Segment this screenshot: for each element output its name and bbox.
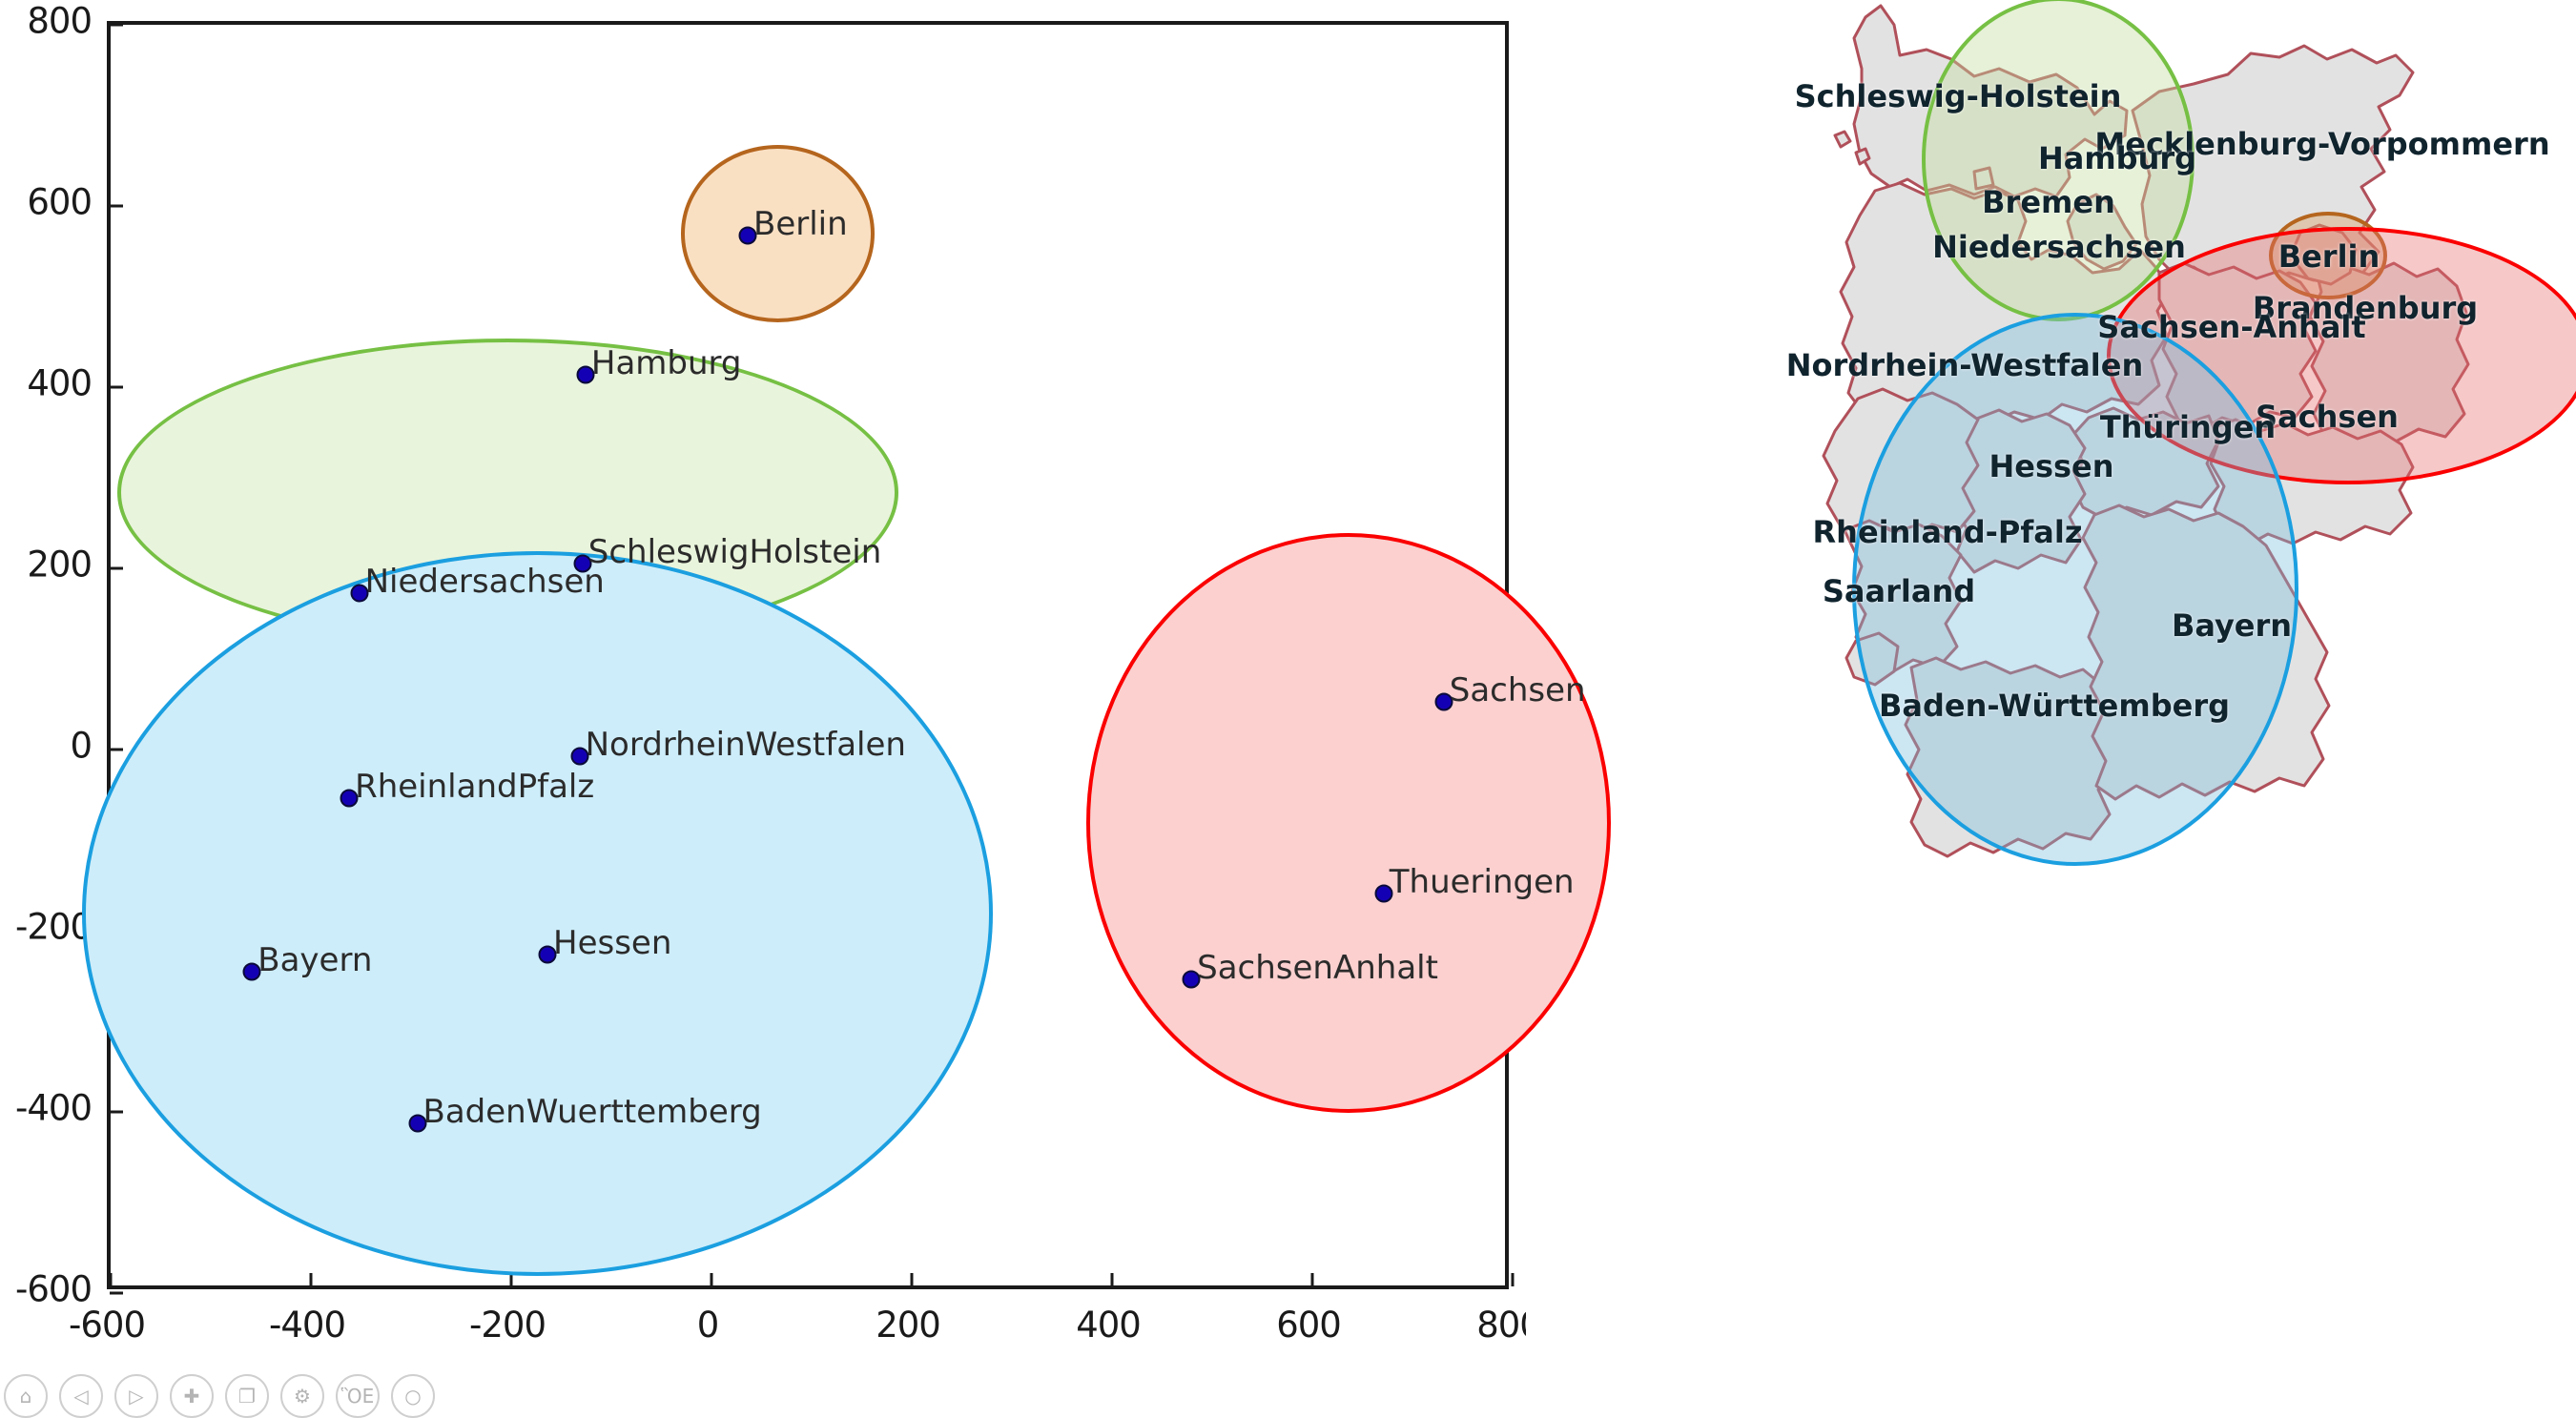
save-button[interactable]: ὋE xyxy=(336,1374,380,1418)
back-arrow-button[interactable]: ◁ xyxy=(59,1374,103,1418)
map-label-schleswig-holstein: Schleswig-Holstein xyxy=(1794,78,2122,114)
forward-arrow-icon: ▷ xyxy=(129,1385,144,1408)
extra-icon: ○ xyxy=(404,1385,422,1408)
map-label-thueringen: Thüringen xyxy=(2099,409,2277,445)
x-tick-label: -600 xyxy=(69,1305,146,1346)
map-label-niedersachsen: Niedersachsen xyxy=(1932,229,2186,265)
x-tick-label: -200 xyxy=(469,1305,546,1346)
data-point-label-niedersachsen: Niedersachsen xyxy=(364,563,605,602)
data-point-hamburg[interactable] xyxy=(576,365,595,383)
y-tick-label: -600 xyxy=(15,1268,93,1310)
y-tick-label: 200 xyxy=(27,544,93,586)
data-point-label-thueringen: Thueringen xyxy=(1389,862,1575,901)
zoom-rect-icon: ❐ xyxy=(238,1385,256,1408)
y-tick-mark xyxy=(110,23,123,27)
map-label-berlin: Berlin xyxy=(2277,238,2380,275)
x-tick-label: 600 xyxy=(1276,1305,1342,1346)
north-cluster-ellipse xyxy=(1922,0,2195,321)
pan-button[interactable]: ✚ xyxy=(170,1374,214,1418)
southwest-cluster-ellipse xyxy=(1852,313,2298,866)
map-label-brandenburg: Brandenburg xyxy=(2252,290,2479,326)
y-tick-mark xyxy=(110,204,123,208)
data-point-schleswigholstein[interactable] xyxy=(573,554,592,573)
data-point-berlin[interactable] xyxy=(738,226,757,245)
x-tick-label: 400 xyxy=(1076,1305,1142,1346)
data-point-badenwuerttemberg[interactable] xyxy=(408,1114,426,1133)
data-point-bayern[interactable] xyxy=(242,962,261,981)
cluster-scatter-plot: Berlin Hamburg SchleswigHolstein Niedersach… xyxy=(15,0,1612,1346)
y-tick-label: 800 xyxy=(27,0,93,42)
data-point-label-berlin: Berlin xyxy=(753,205,848,244)
x-tick-label: 0 xyxy=(696,1305,720,1346)
extra-button[interactable]: ○ xyxy=(391,1374,435,1418)
data-point-label-schleswigholstein: SchleswigHolstein xyxy=(587,533,882,572)
configure-icon: ⚙ xyxy=(294,1385,311,1408)
data-point-hessen[interactable] xyxy=(538,945,557,964)
map-label-sachsen-anhalt: Sachsen-Anhalt xyxy=(2097,309,2366,345)
data-point-thueringen[interactable] xyxy=(1374,884,1393,903)
x-tick-mark xyxy=(109,1273,113,1286)
forward-arrow-button[interactable]: ▷ xyxy=(114,1374,158,1418)
map-label-saarland: Saarland xyxy=(1822,573,1976,609)
state-islets-1 xyxy=(1833,130,1852,149)
y-tick-label: -400 xyxy=(15,1087,93,1129)
data-point-sachsen[interactable] xyxy=(1434,692,1453,711)
map-label-hessen: Hessen xyxy=(1989,448,2114,484)
map-label-nordrhein-westfalen: Nordrhein-Westfalen xyxy=(1785,347,2144,383)
y-tick-mark xyxy=(110,748,123,751)
data-point-label-rheinlandpfalz: RheinlandPfalz xyxy=(355,768,595,807)
plot-content-layer: Berlin Hamburg SchleswigHolstein Niedersach… xyxy=(15,0,1612,1346)
matplotlib-toolbar[interactable]: ⌂ ◁ ▷ ✚ ❐ ⚙ ὋE ○ xyxy=(0,1374,458,1418)
data-point-label-badenwuerttemberg: BadenWuerttemberg xyxy=(422,1093,762,1132)
home-icon: ⌂ xyxy=(19,1385,32,1408)
data-point-nordrheinwestfalen[interactable] xyxy=(570,747,589,766)
y-tick-label: 400 xyxy=(27,362,93,404)
y-tick-mark xyxy=(110,1110,123,1114)
zoom-rect-button[interactable]: ❐ xyxy=(225,1374,269,1418)
map-label-hamburg: Hamburg xyxy=(2037,140,2197,176)
y-tick-mark xyxy=(110,566,123,570)
cluster-ellipse-east xyxy=(1085,532,1612,1113)
map-label-sachsen: Sachsen xyxy=(2256,399,2399,435)
cluster-ellipse-southwest xyxy=(81,550,994,1276)
state-islets-2 xyxy=(1854,147,1871,166)
data-point-label-sachsen: Sachsen xyxy=(1449,671,1586,710)
data-point-label-hamburg: Hamburg xyxy=(590,343,742,382)
data-point-sachsenanhalt[interactable] xyxy=(1182,970,1201,989)
x-tick-mark xyxy=(710,1273,713,1286)
x-tick-label: 200 xyxy=(876,1305,941,1346)
map-label-bayern: Bayern xyxy=(2171,607,2293,644)
cluster-ellipse-berlin xyxy=(680,145,876,323)
home-button[interactable]: ⌂ xyxy=(4,1374,48,1418)
germany-map-panel: Schleswig-Holstein Mecklenburg-Vorpommern… xyxy=(1526,0,2576,1405)
x-tick-mark xyxy=(309,1273,313,1286)
y-tick-label: 600 xyxy=(27,181,93,223)
y-tick-label: 0 xyxy=(70,725,93,767)
data-point-label-sachsenanhalt: SachsenAnhalt xyxy=(1197,949,1438,988)
y-tick-label: -200 xyxy=(15,906,93,948)
map-label-mecklenburg-vorpommern: Mecklenburg-Vorpommern xyxy=(2094,126,2550,162)
data-point-label-nordrheinwestfalen: NordrheinWestfalen xyxy=(585,726,906,765)
x-tick-mark xyxy=(1110,1273,1114,1286)
back-arrow-icon: ◁ xyxy=(73,1385,89,1408)
map-label-rheinland-pfalz: Rheinland-Pfalz xyxy=(1812,514,2083,550)
map-label-bremen: Bremen xyxy=(1982,184,2115,220)
x-tick-mark xyxy=(910,1273,914,1286)
data-point-rheinlandpfalz[interactable] xyxy=(340,789,359,808)
x-tick-label: -400 xyxy=(269,1305,346,1346)
save-icon: ὋE xyxy=(340,1385,375,1408)
x-tick-mark xyxy=(1310,1273,1314,1286)
x-tick-mark xyxy=(1511,1273,1515,1286)
y-tick-mark xyxy=(110,385,123,389)
y-tick-mark xyxy=(110,1291,123,1295)
data-point-label-bayern: Bayern xyxy=(258,940,373,979)
pan-icon: ✚ xyxy=(183,1385,200,1408)
data-point-label-hessen: Hessen xyxy=(553,924,672,963)
data-point-niedersachsen[interactable] xyxy=(350,584,369,603)
x-tick-mark xyxy=(509,1273,513,1286)
map-label-baden-wuerttemberg: Baden-Württemberg xyxy=(1878,688,2231,724)
configure-button[interactable]: ⚙ xyxy=(280,1374,324,1418)
